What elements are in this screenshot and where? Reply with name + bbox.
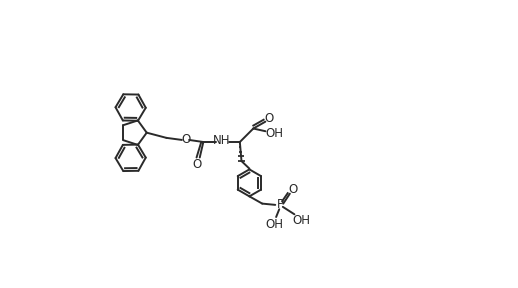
Text: NH: NH [213, 134, 231, 147]
Text: O: O [181, 133, 191, 146]
Text: O: O [289, 183, 298, 196]
Text: OH: OH [266, 219, 283, 232]
Text: P: P [277, 198, 284, 211]
Text: O: O [192, 158, 201, 171]
Text: OH: OH [265, 127, 283, 140]
Text: O: O [264, 112, 273, 125]
Text: OH: OH [293, 214, 311, 227]
